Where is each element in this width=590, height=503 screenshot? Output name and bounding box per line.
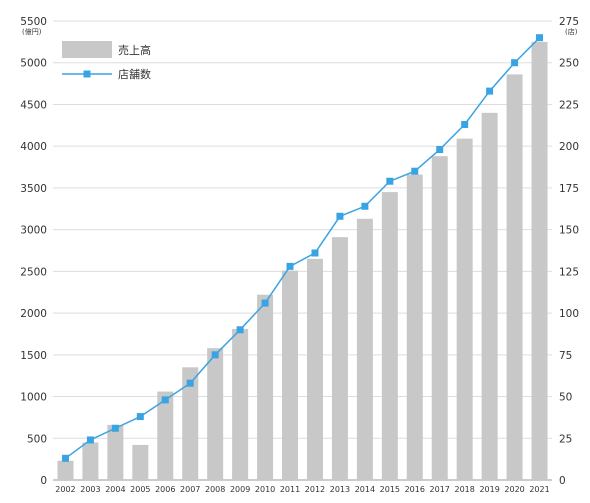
bar-series — [57, 41, 548, 481]
right-axis-tick-label: 250 — [559, 58, 579, 70]
right-axis-tick-label: 100 — [559, 308, 579, 320]
store-count-marker — [336, 212, 344, 220]
bar — [232, 328, 249, 480]
x-axis-tick-label: 2004 — [105, 485, 125, 494]
left-axis-tick-label: 4000 — [20, 141, 47, 153]
store-count-marker — [161, 396, 169, 404]
right-axis-tick-label: 125 — [559, 266, 579, 278]
bar — [82, 442, 99, 480]
right-axis-tick-label: 25 — [559, 433, 572, 445]
x-axis-tick-label: 2010 — [255, 485, 275, 494]
legend-line-label: 店舗数 — [118, 67, 151, 81]
left-axis-tick-label: 3500 — [20, 183, 47, 195]
left-axis-tick-label: 2500 — [20, 266, 47, 278]
bar — [182, 367, 199, 480]
x-axis-tick-label: 2016 — [405, 485, 425, 494]
store-count-marker — [136, 413, 144, 421]
store-count-marker — [86, 436, 94, 444]
store-count-marker — [361, 202, 369, 210]
left-axis-unit: (億円) — [22, 27, 42, 36]
x-axis-tick-label: 2008 — [205, 485, 225, 494]
store-count-marker — [536, 34, 544, 42]
x-axis-tick-label: 2009 — [230, 485, 250, 494]
store-count-marker — [386, 177, 394, 185]
bar — [331, 237, 348, 480]
x-axis-tick-label: 2005 — [130, 485, 150, 494]
left-axis-tick-label: 3000 — [20, 225, 47, 237]
legend-line-marker — [83, 70, 91, 78]
store-count-marker — [436, 146, 444, 154]
gridlines — [53, 20, 552, 481]
bar — [157, 391, 174, 480]
store-count-marker — [236, 326, 244, 334]
store-count-marker — [111, 424, 119, 432]
x-axis-tick-label: 2003 — [80, 485, 100, 494]
left-axis-tick-label: 2000 — [20, 308, 47, 320]
right-axis-tick-label: 75 — [559, 350, 572, 362]
legend: 売上高 店舗数 — [62, 41, 151, 81]
bar — [431, 156, 448, 481]
right-axis-tick-label: 150 — [559, 225, 579, 237]
x-axis-tick-label: 2021 — [529, 485, 549, 494]
left-axis-tick-label: 0 — [40, 475, 47, 487]
x-axis-tick-label: 2019 — [479, 485, 499, 494]
x-axis-tick-label: 2017 — [430, 485, 450, 494]
left-axis-tick-label: 500 — [27, 433, 47, 445]
right-axis-tick-label: 50 — [559, 392, 572, 404]
store-count-marker — [511, 59, 519, 67]
right-axis-tick-label: 275 — [559, 16, 579, 28]
store-count-marker — [311, 249, 319, 257]
store-count-marker — [261, 299, 269, 307]
right-axis-tick-label: 0 — [559, 475, 566, 487]
right-axis-tick-label: 175 — [559, 183, 579, 195]
x-axis-tick-label: 2007 — [180, 485, 200, 494]
bar — [57, 460, 74, 480]
right-axis-unit: (店) — [565, 27, 578, 36]
store-count-marker — [286, 262, 294, 270]
bar — [456, 138, 473, 481]
x-axis-tick-label: 2013 — [330, 485, 350, 494]
bar — [207, 348, 224, 480]
legend-bar-swatch — [62, 41, 112, 58]
bar — [282, 270, 299, 480]
right-axis-tick-label: 200 — [559, 141, 579, 153]
left-axis-tick-label: 5000 — [20, 58, 47, 70]
store-count-marker — [186, 379, 194, 387]
bar — [107, 424, 124, 480]
bar — [306, 258, 323, 480]
bar — [531, 41, 548, 480]
bar — [481, 112, 498, 481]
bar — [381, 192, 398, 480]
x-axis-tick-label: 2018 — [454, 485, 474, 494]
store-count-marker — [211, 351, 219, 359]
x-axis-tick-label: 2011 — [280, 485, 300, 494]
left-axis-tick-label: 1000 — [20, 392, 47, 404]
store-count-line — [65, 37, 541, 459]
left-axis-tick-label: 1500 — [20, 350, 47, 362]
store-count-marker — [411, 167, 419, 175]
bar — [132, 444, 149, 480]
left-axis-tick-label: 4500 — [20, 99, 47, 111]
bar — [506, 74, 523, 480]
bar — [257, 294, 274, 480]
store-count-marker — [486, 87, 494, 95]
store-count-marker — [61, 454, 69, 462]
right-axis-tick-label: 225 — [559, 99, 579, 111]
x-axis-tick-label: 2002 — [55, 485, 75, 494]
line-series — [61, 34, 544, 462]
left-axis-tick-label: 5500 — [20, 16, 47, 28]
bar — [356, 218, 373, 480]
legend-bar-label: 売上高 — [118, 43, 151, 57]
axes: 0 0 500 25 1000 50 1500 75 2000 100 2500 125 3000 150… — [20, 16, 579, 494]
x-axis-tick-label: 2020 — [504, 485, 524, 494]
x-axis-tick-label: 2015 — [380, 485, 400, 494]
x-axis-tick-label: 2014 — [355, 485, 375, 494]
x-axis-tick-label: 2012 — [305, 485, 325, 494]
x-axis-tick-label: 2006 — [155, 485, 175, 494]
bar — [406, 174, 423, 480]
store-count-marker — [461, 120, 469, 128]
